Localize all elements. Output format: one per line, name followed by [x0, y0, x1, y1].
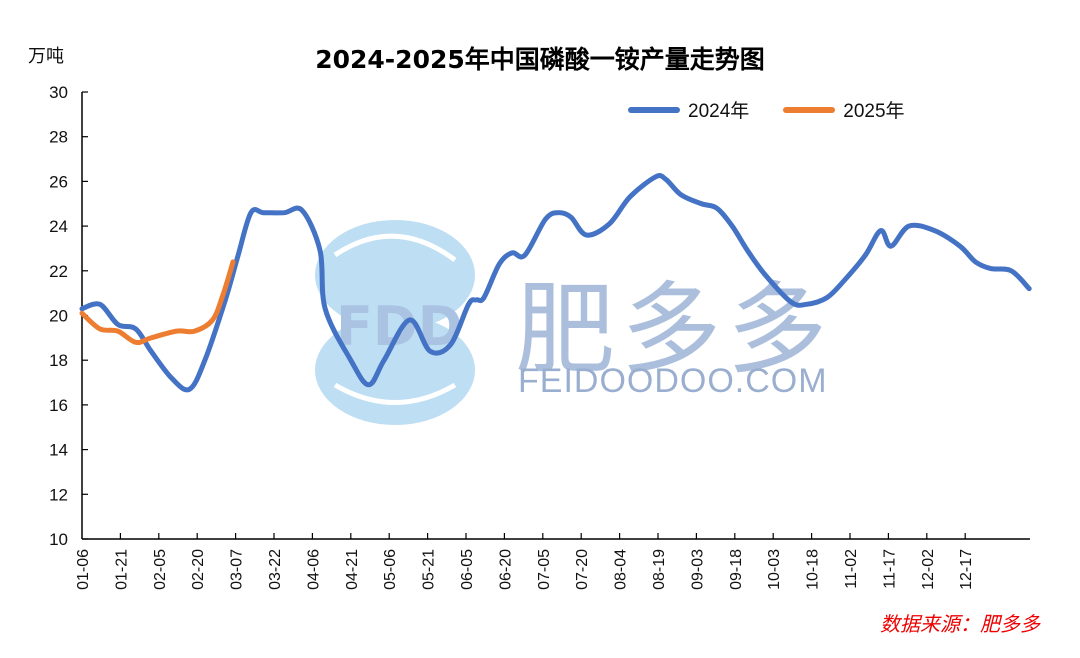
- x-tick-label: 02-20: [190, 549, 207, 590]
- data-source-label: 数据来源：肥多多: [880, 612, 1040, 636]
- x-tick-label: 04-21: [344, 549, 361, 590]
- svg-text:FDD: FDD: [336, 295, 463, 358]
- y-tick-label: 30: [49, 83, 68, 102]
- x-tick-label: 05-21: [421, 549, 438, 590]
- x-tick-label: 10-03: [766, 549, 783, 590]
- axes: 30 28 26 24 22 20 18 16 14 12 10 01-06 01-21 02-05 02-…: [49, 83, 1030, 590]
- x-tick-label: 07-05: [536, 549, 553, 590]
- y-tick-label: 24: [49, 217, 68, 236]
- y-tick-label: 16: [49, 396, 68, 415]
- x-tick-label: 11-02: [843, 549, 860, 589]
- y-tick-label: 14: [49, 441, 68, 460]
- x-tick-label: 03-22: [267, 549, 284, 590]
- x-tick-label: 11-17: [881, 549, 898, 589]
- legend: 2024年 2025年: [628, 96, 939, 123]
- x-tick-label: 01-21: [113, 549, 130, 590]
- x-tick-label: 08-19: [651, 549, 668, 590]
- x-tick-label: 06-05: [459, 549, 476, 590]
- x-tick-label: 08-04: [613, 549, 630, 590]
- legend-item-2024: 2024年: [628, 96, 749, 123]
- legend-swatch-2024: [628, 106, 680, 113]
- y-tick-label: 10: [49, 530, 68, 549]
- x-tick-label: 03-07: [229, 549, 246, 590]
- y-tick-label: 18: [49, 351, 68, 370]
- y-axis-unit-label: 万吨: [28, 46, 64, 67]
- x-tick-label: 05-06: [382, 549, 399, 590]
- legend-item-2025: 2025年: [783, 96, 905, 123]
- y-tick-label: 20: [49, 307, 68, 326]
- watermark-logo-icon: FDD: [315, 220, 475, 425]
- legend-swatch-2025: [783, 106, 836, 113]
- x-tick-label: 04-06: [305, 549, 322, 590]
- legend-label: 2025年: [843, 101, 905, 122]
- x-tick-label: 02-05: [152, 549, 169, 590]
- y-tick-label: 12: [49, 485, 68, 504]
- y-tick-label: 22: [49, 262, 68, 281]
- x-tick-label: 07-20: [574, 549, 591, 590]
- x-tick-label: 10-18: [805, 549, 822, 590]
- x-tick-label: 09-03: [689, 549, 706, 590]
- x-tick-label: 12-17: [958, 549, 975, 590]
- x-tick-label: 12-02: [920, 549, 937, 590]
- legend-label: 2024年: [688, 101, 750, 122]
- series-2024-line: [79, 173, 1032, 393]
- x-tick-label: 09-18: [728, 549, 745, 590]
- series-lines: [79, 173, 1032, 393]
- y-tick-label: 28: [49, 128, 68, 147]
- series-2025-line: [79, 259, 236, 346]
- x-tick-label: 01-06: [75, 549, 92, 590]
- y-tick-label: 26: [49, 172, 68, 191]
- chart-title: 2024-2025年中国磷酸一铵产量走势图: [315, 45, 765, 74]
- watermark-brand: 肥多多: [515, 271, 833, 388]
- watermark-url: FEIDOODOO.COM: [518, 362, 828, 400]
- x-tick-label: 06-20: [497, 549, 514, 590]
